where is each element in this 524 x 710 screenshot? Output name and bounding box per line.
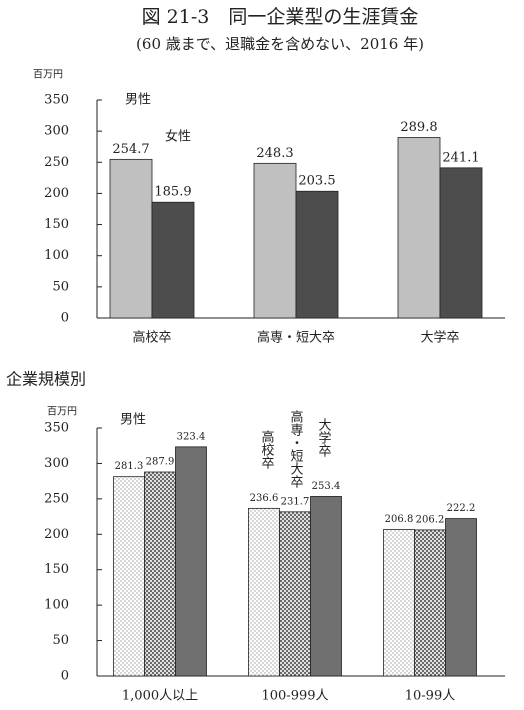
x-tick-label: 高専・短大卒 [257, 330, 335, 346]
unit-label: 百万円 [33, 69, 63, 81]
legend-label: 高校卒 [259, 429, 275, 469]
y-tick-label: 200 [44, 527, 69, 542]
bar [445, 518, 477, 677]
bar [414, 529, 446, 677]
bar [295, 190, 339, 319]
value-label: 281.3 [115, 461, 144, 472]
y-tick-label: 350 [44, 421, 69, 436]
value-label: 206.2 [416, 514, 445, 525]
chart-title: 図 21-3 同一企業型の生涯賃金 [142, 6, 419, 28]
x-tick-label: 1,000人以上 [122, 689, 198, 704]
value-label: 236.6 [250, 493, 279, 504]
bar [279, 511, 311, 677]
x-tick-label: 10-99人 [405, 689, 455, 704]
value-label: 241.1 [442, 150, 479, 165]
bar [144, 471, 176, 677]
y-tick-label: 100 [44, 248, 69, 263]
value-label: 253.4 [312, 481, 341, 492]
legend-label: 高専・短大卒 [288, 409, 304, 488]
section-heading: 企業規模別 [6, 370, 86, 389]
x-tick-label: 100-999人 [261, 689, 328, 704]
y-tick-label: 150 [44, 562, 69, 577]
x-tick-label: 大学卒 [420, 330, 459, 346]
bar [310, 496, 342, 677]
value-label: 287.9 [146, 457, 175, 468]
value-label: 185.9 [154, 185, 191, 200]
bar [109, 158, 153, 319]
bar [397, 137, 441, 319]
value-label: 248.3 [256, 146, 293, 161]
value-label: 231.7 [281, 496, 310, 507]
y-tick-label: 300 [44, 456, 69, 471]
bar [248, 507, 280, 677]
y-tick-label: 100 [44, 598, 69, 613]
value-label: 203.5 [298, 174, 335, 189]
y-tick-label: 250 [44, 155, 69, 170]
y-tick-label: 350 [44, 93, 69, 108]
bar [151, 201, 195, 319]
x-tick-label: 高校卒 [132, 330, 171, 346]
bar [439, 167, 483, 319]
value-label: 323.4 [177, 431, 206, 442]
chart-subtitle: (60 歳まで、退職金を含めない、2016 年) [136, 35, 424, 53]
y-tick-label: 300 [44, 124, 69, 139]
value-label: 254.7 [112, 142, 149, 157]
bar [175, 446, 207, 677]
y-tick-label: 150 [44, 217, 69, 232]
bar [253, 162, 297, 319]
legend-label: 男性 [125, 93, 151, 108]
legend-label: 大学卒 [316, 418, 332, 457]
y-tick-label: 50 [52, 279, 69, 294]
y-tick-label: 0 [61, 669, 69, 684]
bar [383, 529, 415, 677]
y-tick-label: 0 [61, 311, 69, 326]
y-tick-label: 250 [44, 491, 69, 506]
value-label: 289.8 [400, 120, 437, 135]
value-label: 206.8 [385, 514, 414, 525]
unit-label: 百万円 [47, 406, 77, 418]
legend-label: 女性 [165, 129, 191, 145]
annotation: 男性 [120, 413, 146, 428]
y-tick-label: 50 [52, 633, 69, 648]
value-label: 222.2 [447, 503, 476, 514]
y-tick-label: 200 [44, 186, 69, 201]
bar [113, 476, 145, 677]
